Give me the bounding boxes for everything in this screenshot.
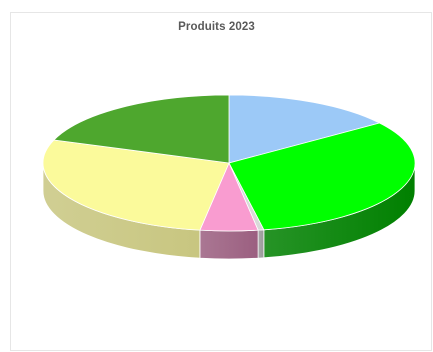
- pie-slice-5: [42, 139, 230, 231]
- chart-title: Produits 2023: [178, 21, 255, 33]
- pie-slice-side-4: [199, 229, 259, 260]
- pie-slice-1: [228, 94, 380, 164]
- pie-tops: [42, 94, 416, 232]
- pie-sides: [42, 162, 416, 260]
- pie-slice-2: [228, 122, 416, 231]
- pie-slice-6: [53, 94, 230, 164]
- pie-slice-side-3: [257, 229, 265, 259]
